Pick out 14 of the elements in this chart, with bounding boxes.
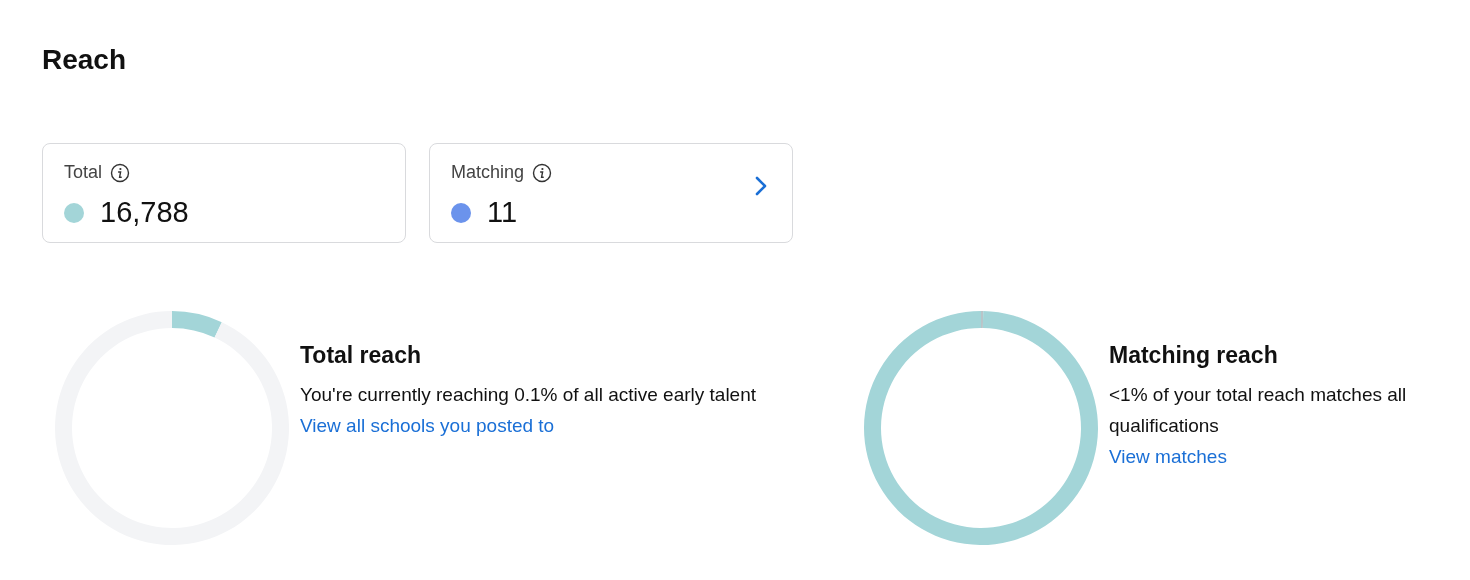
- text: <1% of your total reach matches all qualifications: [1109, 383, 1408, 438]
- data-label: 16,788: [100, 196, 189, 229]
- text: View all schools you posted to: [300, 414, 556, 438]
- category-label: Matching: [451, 162, 525, 183]
- data-label: 11: [487, 196, 518, 229]
- category-label: Total: [64, 162, 103, 183]
- text: View matches: [1109, 445, 1228, 469]
- text: Reach: [42, 44, 127, 76]
- text: Total reach: [300, 341, 422, 370]
- text: Matching reach: [1109, 341, 1279, 370]
- donut-slice: [864, 311, 1098, 545]
- text: You're currently reaching 0.1% of all active early talent: [300, 383, 757, 407]
- donut-slice: [172, 311, 222, 338]
- donut-slice: [55, 311, 289, 545]
